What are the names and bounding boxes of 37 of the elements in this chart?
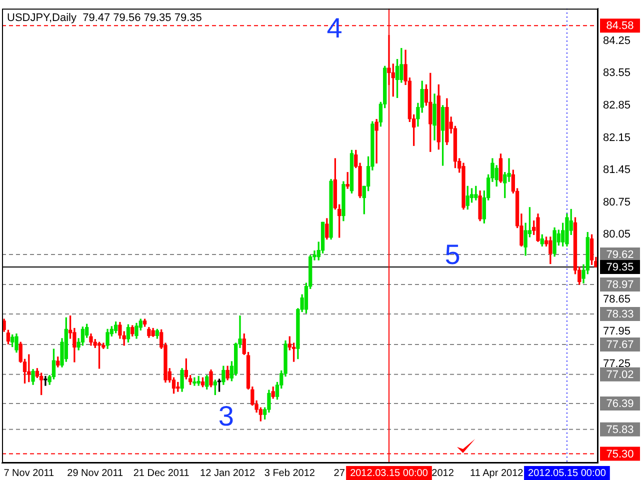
y-tick-label: 77.95 <box>603 326 631 338</box>
x-tick-label: 29 Nov 2011 <box>67 468 124 479</box>
y-tick-label: 78.65 <box>603 293 631 306</box>
ref-line-label: 75.30 <box>606 448 634 460</box>
ref-line-label: 78.97 <box>606 279 634 291</box>
x-tick-label: 12 Jan 2012 <box>200 468 256 479</box>
ref-line-label: 75.83 <box>606 424 634 436</box>
x-tick-label: 2012.05.15 00:00 <box>528 468 606 479</box>
candlestick <box>192 377 196 386</box>
ref-line-label: 78.33 <box>606 308 634 321</box>
x-tick-label: 7 Nov 2011 <box>4 468 55 479</box>
y-tick-label: 80.75 <box>603 196 631 208</box>
ref-line-label: 76.39 <box>606 398 634 410</box>
x-tick-label: 27 <box>334 468 346 479</box>
y-tick-label: 81.45 <box>603 164 631 176</box>
y-tick-label: 82.15 <box>603 132 631 144</box>
candlestick <box>44 376 48 386</box>
y-tick-label: 77.25 <box>603 358 631 370</box>
ref-line-label: 77.67 <box>606 338 634 351</box>
ref-line-label: 79.62 <box>606 249 634 262</box>
annotation: 3 <box>218 400 234 432</box>
chart-title: USDJPY,Daily 79.47 79.56 79.35 79.35 <box>7 12 202 24</box>
y-tick-label: 84.25 <box>603 34 631 47</box>
x-tick-label: 2012.03.15 00:00 <box>350 468 428 479</box>
x-tick-label: 11 Apr 2012 <box>470 468 524 479</box>
x-tick-label: 3 Feb 2012 <box>264 468 316 479</box>
annotation: 4 <box>326 12 342 44</box>
annotation: 5 <box>444 238 460 270</box>
ref-line-label: 79.35 <box>606 261 634 274</box>
candlestick <box>374 118 378 164</box>
x-tick-label: 2012 <box>432 468 454 479</box>
y-tick-label: 82.85 <box>603 100 631 112</box>
ref-line-label: 77.02 <box>606 368 634 381</box>
y-tick-label: 83.55 <box>603 67 631 80</box>
y-tick-label: 80.05 <box>603 228 631 241</box>
x-tick-label: 21 Dec 2011 <box>133 468 190 479</box>
ref-line-label: 84.58 <box>606 20 634 32</box>
